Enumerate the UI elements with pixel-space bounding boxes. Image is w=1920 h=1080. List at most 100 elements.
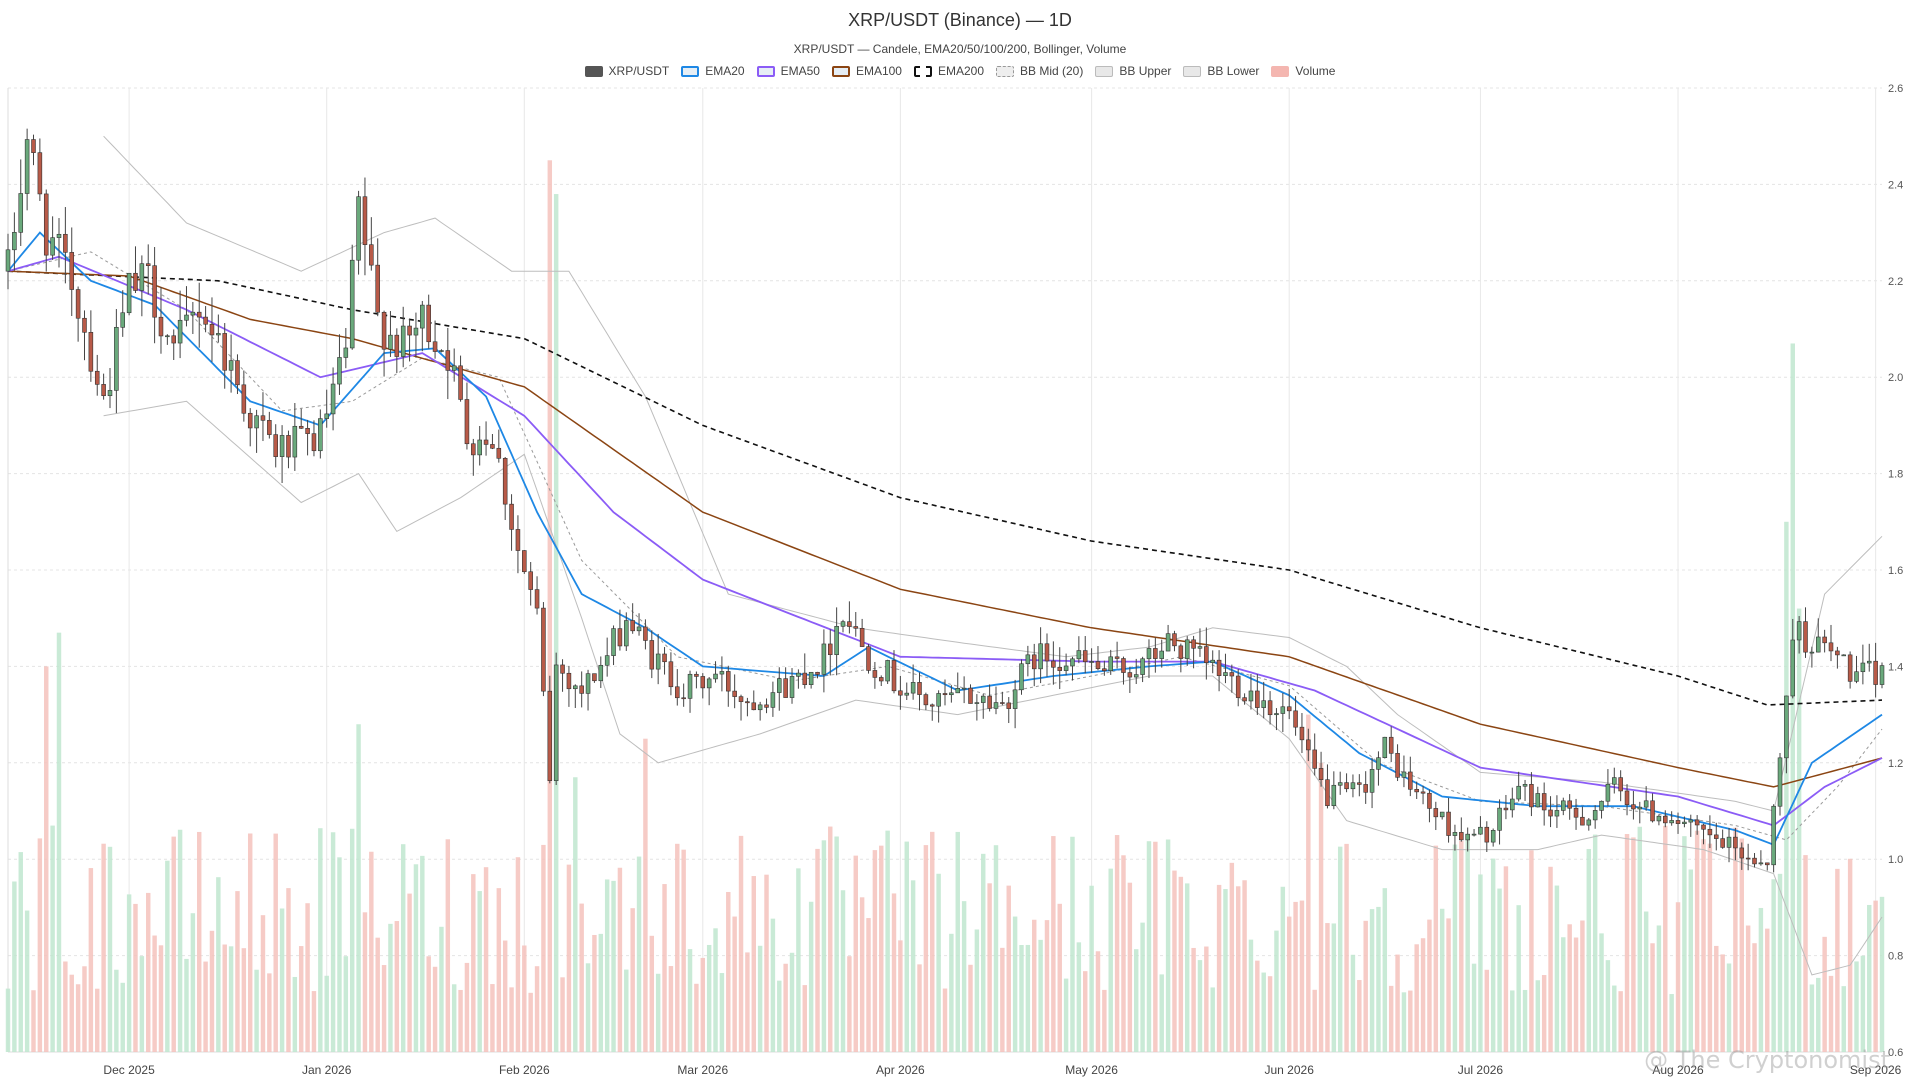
- volume-bar: [1191, 947, 1196, 1052]
- candle: [1694, 815, 1700, 835]
- volume-bar: [700, 957, 706, 1052]
- candle-body: [1663, 815, 1668, 824]
- candle: [432, 320, 438, 359]
- candle-body: [247, 412, 253, 429]
- candle: [1675, 812, 1681, 834]
- legend-item-ema20[interactable]: EMA20: [681, 64, 745, 78]
- candle: [273, 424, 278, 468]
- candle-body: [24, 139, 30, 194]
- candle-body: [1223, 672, 1228, 676]
- candle-body: [834, 626, 839, 656]
- candle: [1433, 801, 1439, 831]
- candle: [1006, 697, 1012, 724]
- candle: [719, 656, 725, 692]
- candle: [522, 550, 527, 574]
- candle: [553, 652, 559, 786]
- candle-body: [94, 370, 100, 385]
- candle-body: [490, 444, 495, 449]
- volume-bar: [1707, 843, 1713, 1052]
- candle: [955, 672, 961, 694]
- legend-item-volume[interactable]: Volume: [1271, 64, 1335, 78]
- legend-item-ema200[interactable]: EMA200: [913, 64, 984, 78]
- candle-body: [1414, 789, 1419, 793]
- candle: [541, 602, 546, 697]
- candle: [222, 323, 227, 389]
- candle-body: [107, 390, 113, 397]
- candle-body: [1420, 791, 1426, 794]
- candle: [1337, 771, 1343, 795]
- candle-body: [796, 672, 801, 677]
- legend-item-bb-lower[interactable]: BB Lower: [1183, 64, 1259, 78]
- candle: [483, 421, 489, 456]
- candle-body: [1707, 828, 1713, 836]
- volume-bar: [1006, 885, 1011, 1052]
- candle-body: [770, 692, 776, 708]
- volume-bar: [1510, 990, 1515, 1052]
- candle-body: [1165, 633, 1171, 652]
- volume-bar: [1714, 945, 1719, 1052]
- candle-body: [1191, 639, 1196, 649]
- candle: [56, 218, 62, 268]
- candle-body: [1089, 661, 1094, 663]
- candle-body: [1860, 662, 1866, 673]
- candle-body: [1586, 819, 1592, 826]
- candle: [1452, 824, 1458, 851]
- volume-bar: [1701, 839, 1706, 1052]
- volume-bar: [483, 867, 489, 1052]
- volume-bar: [44, 666, 49, 1052]
- volume-bar: [375, 937, 380, 1052]
- volume-bar: [337, 857, 342, 1052]
- volume-bar: [1682, 836, 1687, 1052]
- volume-bar: [5, 988, 11, 1052]
- volume-bar: [1828, 975, 1834, 1052]
- volume-bar: [445, 839, 451, 1052]
- candle-body: [1395, 753, 1400, 778]
- candle-body: [1688, 819, 1694, 823]
- candle-body: [745, 701, 750, 704]
- volume-bar: [1669, 994, 1674, 1052]
- volume-bar: [509, 987, 514, 1052]
- candle: [420, 300, 425, 352]
- legend-swatch: [1183, 65, 1202, 77]
- candle: [764, 698, 769, 714]
- volume-bar: [477, 891, 482, 1052]
- candle-body: [764, 704, 769, 708]
- y-tick-label: 2.4: [1888, 179, 1903, 191]
- candle-body: [662, 653, 667, 663]
- legend-item-ema100[interactable]: EMA100: [831, 64, 902, 78]
- candle: [1210, 650, 1215, 674]
- candle-body: [1000, 702, 1005, 704]
- candle: [228, 334, 234, 393]
- volume-bar: [598, 933, 604, 1052]
- candle-body: [910, 682, 916, 694]
- legend-item-xrp-usdt[interactable]: XRP/USDT: [584, 64, 669, 78]
- x-tick-label: Jan 2026: [302, 1063, 352, 1077]
- legend-item-ema50[interactable]: EMA50: [756, 64, 820, 78]
- volume-bars: [5, 160, 1885, 1053]
- legend-item-bb-upper[interactable]: BB Upper: [1095, 64, 1171, 78]
- candle-body: [292, 425, 298, 458]
- candle: [617, 609, 623, 651]
- candle-body: [1363, 784, 1368, 793]
- volume-bar: [1344, 843, 1349, 1052]
- legend-item-bb-mid-20[interactable]: BB Mid (20): [996, 64, 1083, 78]
- volume-bar: [821, 840, 827, 1052]
- volume-bar: [1650, 943, 1655, 1052]
- bb-mid-line: [7, 251, 1883, 841]
- candle-body: [337, 357, 342, 385]
- candle: [196, 282, 202, 348]
- candle-body: [1548, 809, 1553, 817]
- volume-bar: [139, 956, 145, 1052]
- candle-body: [968, 687, 973, 704]
- bb-lower-line: [103, 400, 1883, 976]
- candle-body: [235, 360, 240, 386]
- volume-bar: [152, 935, 157, 1052]
- candle: [1127, 666, 1133, 693]
- candle: [458, 355, 463, 402]
- candle: [1714, 822, 1719, 851]
- volume-bar: [502, 940, 508, 1052]
- candle-body: [885, 660, 890, 682]
- candle: [1133, 658, 1139, 684]
- volume-bar: [464, 962, 470, 1052]
- legend-label: EMA50: [780, 64, 820, 78]
